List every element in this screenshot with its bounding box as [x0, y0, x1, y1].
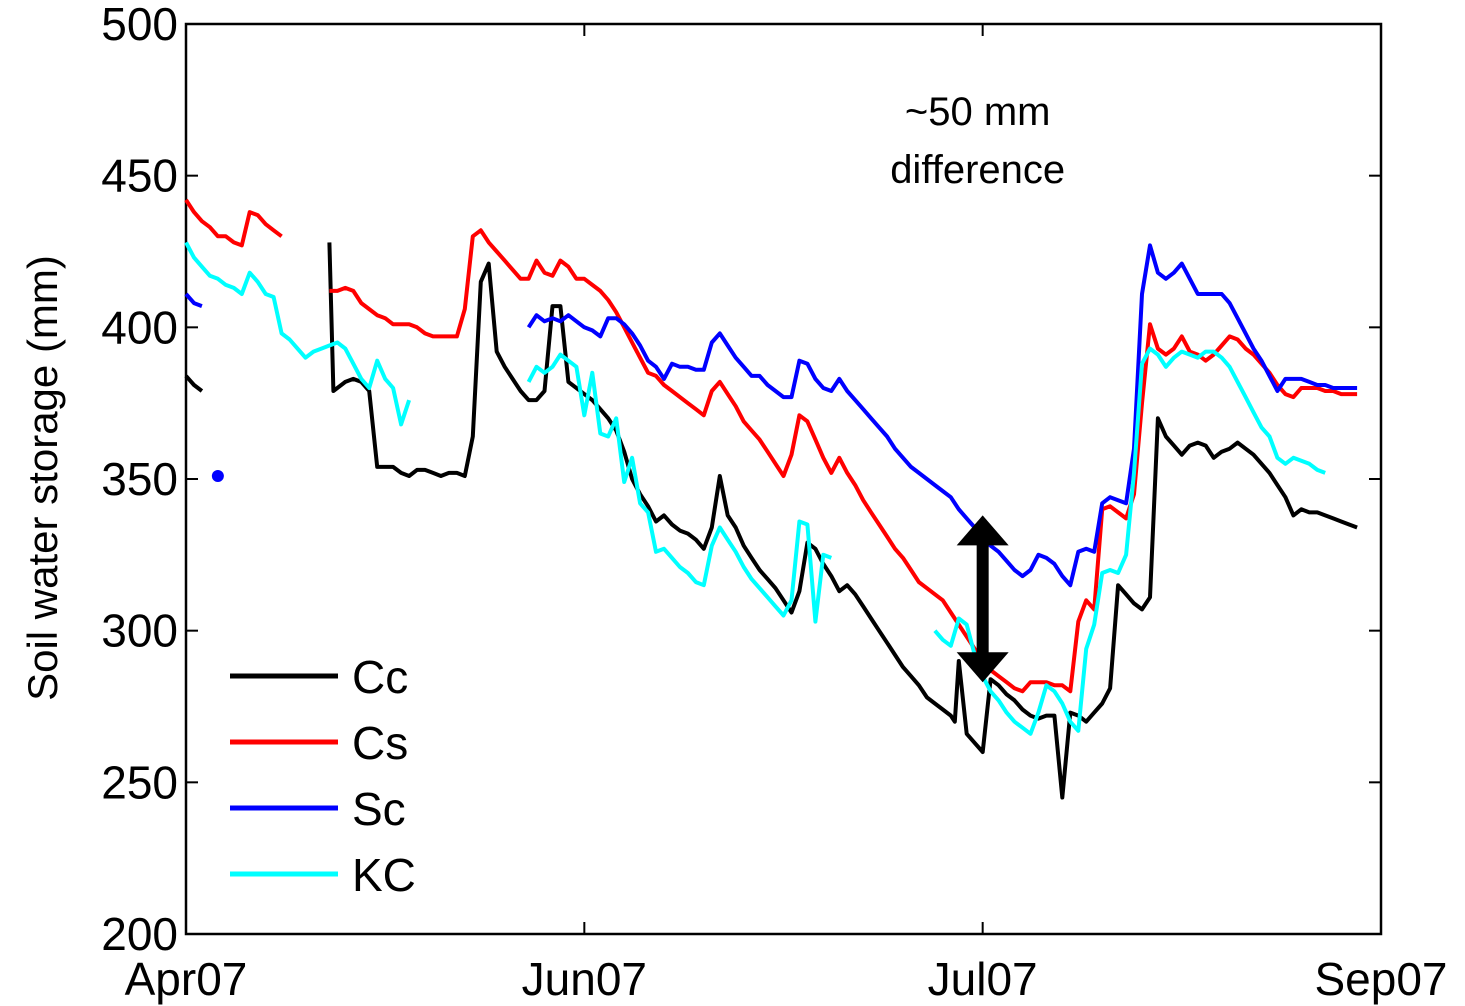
- legend-item-sc: Sc: [230, 783, 406, 835]
- x-tick-label: Jun07: [522, 953, 647, 1005]
- series-line-kc: [184, 241, 411, 427]
- annotation-text-line-1: ~50 mm: [905, 90, 1051, 134]
- arrow-head-down: [956, 652, 1009, 683]
- y-tick-label: 400: [101, 301, 178, 353]
- data-lines: [184, 198, 1358, 800]
- legend: Cc Cs Sc KC: [230, 651, 416, 901]
- legend-label: KC: [352, 849, 416, 901]
- annotations: ~50 mm difference: [890, 90, 1065, 683]
- series-line-cs: [329, 228, 1358, 694]
- legend-item-cs: Cs: [230, 717, 408, 769]
- series-line-kc: [526, 352, 833, 624]
- series-line-sc: [526, 243, 1358, 588]
- y-tick-label: 450: [101, 150, 178, 202]
- legend-item-cc: Cc: [230, 651, 408, 703]
- y-tick-label: 500: [101, 0, 178, 50]
- legend-label: Sc: [352, 783, 406, 835]
- difference-arrow: [956, 515, 1009, 683]
- legend-item-kc: KC: [230, 849, 416, 901]
- x-tick-label: Sep07: [1314, 953, 1447, 1005]
- series-point-sc: [211, 469, 224, 482]
- y-tick-label: 250: [101, 756, 178, 808]
- y-axis-title: Soil water storage (mm): [19, 255, 66, 701]
- annotation-text-line-2: difference: [890, 148, 1065, 192]
- y-tick-label: 200: [101, 908, 178, 960]
- series-line-cc: [327, 242, 1358, 800]
- legend-label: Cs: [352, 717, 408, 769]
- y-tick-label: 350: [101, 453, 178, 505]
- legend-label: Cc: [352, 651, 408, 703]
- series-line-kc: [933, 346, 1326, 736]
- series-line-sc: [184, 292, 203, 308]
- series-line-cc: [184, 374, 204, 393]
- plot-area: [184, 22, 1383, 936]
- arrow-head-up: [956, 515, 1009, 546]
- y-tick-label: 300: [101, 605, 178, 657]
- x-tick-label: Jul07: [928, 953, 1038, 1005]
- x-tick-label: Apr07: [125, 953, 248, 1005]
- axis-ticks: 200 250 300 350 400 450 500 Apr07 Jun07 Jul07 Sep0…: [101, 0, 1447, 1005]
- series-line-cs: [184, 198, 283, 248]
